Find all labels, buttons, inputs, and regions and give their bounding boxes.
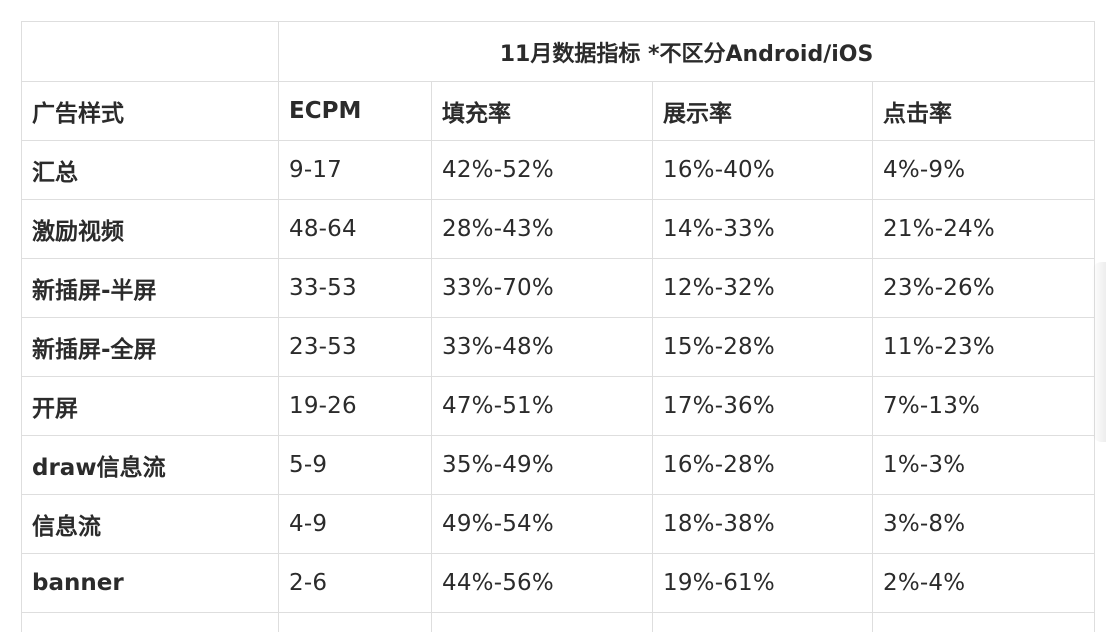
ad-style-cell: 激励视频: [21, 199, 279, 259]
metrics-table: 11月数据指标 *不区分Android/iOS 广告样式 ECPM 填充率 展示…: [21, 21, 1096, 632]
ecpm-cell: 48-64: [278, 199, 432, 259]
ecpm-cell: 5-9: [278, 435, 432, 495]
show-rate-cell: 16%-40%: [652, 140, 873, 200]
fill-rate-cell: 44%-56%: [431, 553, 653, 613]
table-row: 激励视频 48-64 28%-43% 14%-33% 21%-24%: [21, 199, 1096, 259]
empty-cell: [871, 612, 1096, 632]
table-row-partial: [21, 612, 1096, 632]
metrics-table-container: 11月数据指标 *不区分Android/iOS 广告样式 ECPM 填充率 展示…: [21, 21, 1096, 632]
ad-style-cell: 信息流: [21, 494, 279, 554]
show-rate-cell: 16%-28%: [652, 435, 873, 495]
ecpm-cell: 33-53: [278, 258, 432, 318]
column-header-ecpm: ECPM: [278, 81, 432, 141]
empty-cell: [431, 612, 653, 632]
click-rate-cell: 1%-3%: [871, 435, 1096, 495]
fill-rate-cell: 35%-49%: [431, 435, 653, 495]
fill-rate-cell: 33%-48%: [431, 317, 653, 377]
table-row: draw信息流 5-9 35%-49% 16%-28% 1%-3%: [21, 435, 1096, 495]
empty-cell: [652, 612, 873, 632]
table-row: 开屏 19-26 47%-51% 17%-36% 7%-13%: [21, 376, 1096, 436]
click-rate-cell: 21%-24%: [871, 199, 1096, 259]
corner-cell: [21, 21, 279, 82]
title-row: 11月数据指标 *不区分Android/iOS: [21, 21, 1096, 82]
fill-rate-cell: 47%-51%: [431, 376, 653, 436]
ad-style-cell: 新插屏-半屏: [21, 258, 279, 318]
ecpm-cell: 23-53: [278, 317, 432, 377]
table-row: 信息流 4-9 49%-54% 18%-38% 3%-8%: [21, 494, 1096, 554]
click-rate-cell: 23%-26%: [871, 258, 1096, 318]
header-row: 广告样式 ECPM 填充率 展示率 点击率: [21, 81, 1096, 141]
table-row: 新插屏-全屏 23-53 33%-48% 15%-28% 11%-23%: [21, 317, 1096, 377]
scroll-edge-shadow: [1092, 262, 1106, 442]
show-rate-cell: 18%-38%: [652, 494, 873, 554]
show-rate-cell: 15%-28%: [652, 317, 873, 377]
click-rate-cell: 7%-13%: [871, 376, 1096, 436]
show-rate-cell: 12%-32%: [652, 258, 873, 318]
ad-style-cell: 汇总: [21, 140, 279, 200]
fill-rate-cell: 28%-43%: [431, 199, 653, 259]
table-row: 汇总 9-17 42%-52% 16%-40% 4%-9%: [21, 140, 1096, 200]
ecpm-cell: 2-6: [278, 553, 432, 613]
fill-rate-cell: 42%-52%: [431, 140, 653, 200]
ad-style-cell: draw信息流: [21, 435, 279, 495]
fill-rate-cell: 49%-54%: [431, 494, 653, 554]
ad-style-cell: banner: [21, 553, 279, 613]
click-rate-cell: 4%-9%: [871, 140, 1096, 200]
column-header-click-rate: 点击率: [871, 81, 1096, 141]
click-rate-cell: 2%-4%: [871, 553, 1096, 613]
click-rate-cell: 3%-8%: [871, 494, 1096, 554]
click-rate-cell: 11%-23%: [871, 317, 1096, 377]
ecpm-cell: 9-17: [278, 140, 432, 200]
ecpm-cell: 4-9: [278, 494, 432, 554]
empty-cell: [21, 612, 279, 632]
column-header-fill-rate: 填充率: [431, 81, 653, 141]
ecpm-cell: 19-26: [278, 376, 432, 436]
fill-rate-cell: 33%-70%: [431, 258, 653, 318]
empty-cell: [278, 612, 432, 632]
ad-style-cell: 新插屏-全屏: [21, 317, 279, 377]
table-row: 新插屏-半屏 33-53 33%-70% 12%-32% 23%-26%: [21, 258, 1096, 318]
show-rate-cell: 19%-61%: [652, 553, 873, 613]
show-rate-cell: 17%-36%: [652, 376, 873, 436]
show-rate-cell: 14%-33%: [652, 199, 873, 259]
table-row: banner 2-6 44%-56% 19%-61% 2%-4%: [21, 553, 1096, 613]
table-title: 11月数据指标 *不区分Android/iOS: [277, 21, 1096, 82]
column-header-ad-style: 广告样式: [21, 81, 279, 141]
column-header-show-rate: 展示率: [652, 81, 873, 141]
ad-style-cell: 开屏: [21, 376, 279, 436]
